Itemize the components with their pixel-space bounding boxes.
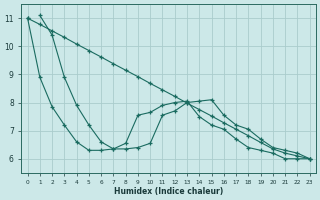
- X-axis label: Humidex (Indice chaleur): Humidex (Indice chaleur): [114, 187, 223, 196]
